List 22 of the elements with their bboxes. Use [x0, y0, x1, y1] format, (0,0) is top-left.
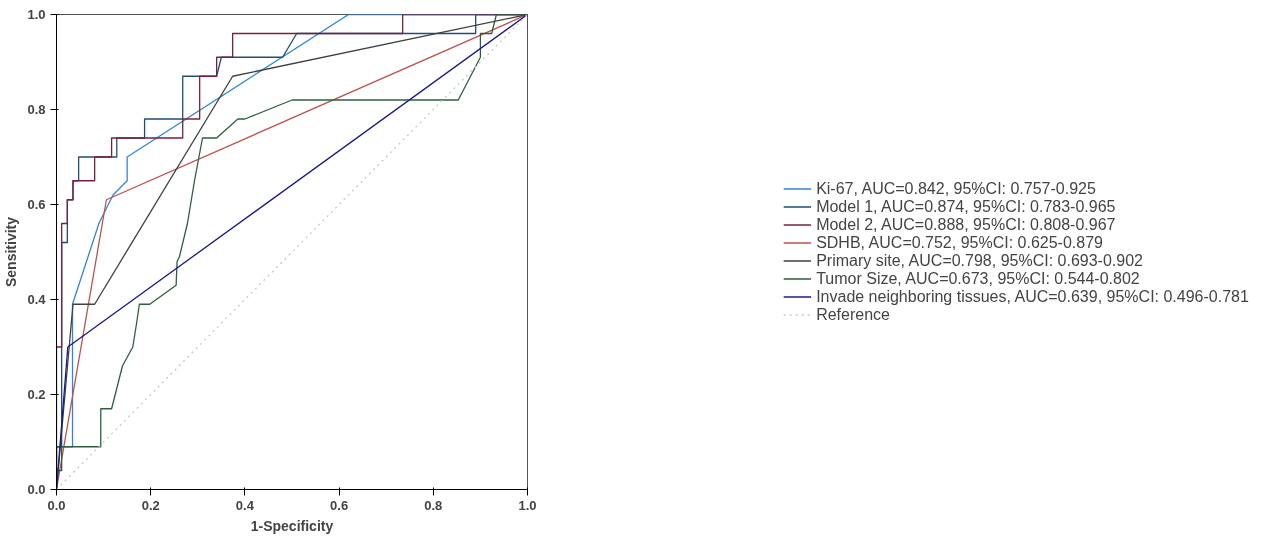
y-axis-title: Sensitivity [3, 216, 20, 288]
legend-label: Ki-67, AUC=0.842, 95%CI: 0.757-0.925 [816, 179, 1096, 198]
legend-label: Primary site, AUC=0.798, 95%CI: 0.693-0.902 [816, 251, 1143, 270]
x-tick-label: 0.4 [235, 497, 255, 513]
x-tick-label: 0.0 [47, 497, 66, 513]
x-tick-label: 1.0 [518, 497, 537, 513]
y-tick-label: 0.2 [27, 387, 46, 402]
legend-label: Invade neighboring tissues, AUC=0.639, 95%CI: 0.496-0.781 [816, 287, 1249, 306]
y-tick-label: 0.0 [27, 482, 46, 497]
y-tick-label: 0.6 [27, 197, 46, 212]
legend-label: SDHB, AUC=0.752, 95%CI: 0.625-0.879 [816, 233, 1103, 252]
y-tick-label: 0.8 [27, 102, 46, 117]
x-tick-label: 0.8 [424, 497, 443, 513]
legend-label: Reference [816, 305, 890, 324]
x-axis-title: 1-Specificity [250, 517, 334, 534]
x-tick-label: 0.6 [330, 497, 349, 513]
y-tick-label: 1.0 [27, 7, 46, 22]
legend-label: Model 2, AUC=0.888, 95%CI: 0.808-0.967 [816, 215, 1116, 234]
legend-label: Tumor Size, AUC=0.673, 95%CI: 0.544-0.802 [816, 269, 1140, 288]
legend-label: Model 1, AUC=0.874, 95%CI: 0.783-0.965 [816, 197, 1116, 216]
x-tick-label: 0.2 [141, 497, 160, 513]
y-tick-label: 0.4 [27, 292, 47, 307]
